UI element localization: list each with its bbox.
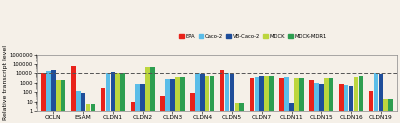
Bar [354, 77, 358, 123]
Bar [384, 99, 388, 123]
Y-axis label: Relative transcript level: Relative transcript level [3, 45, 8, 120]
Bar [264, 76, 269, 123]
Bar [369, 91, 373, 123]
Bar [225, 73, 229, 123]
Bar [299, 78, 304, 123]
Bar [180, 77, 184, 123]
Bar [101, 88, 105, 123]
Bar [190, 93, 195, 123]
Bar [344, 85, 348, 123]
Bar [279, 78, 284, 123]
Bar [339, 84, 344, 123]
Bar [86, 104, 90, 123]
Legend: EPA, Caco-2, VB-Caco-2, MDCK, MDCK-MDR1: EPA, Caco-2, VB-Caco-2, MDCK, MDCK-MDR1 [179, 34, 327, 39]
Bar [195, 73, 200, 123]
Bar [81, 93, 86, 123]
Bar [378, 74, 383, 123]
Bar [269, 76, 274, 123]
Bar [254, 77, 259, 123]
Bar [319, 84, 324, 123]
Bar [71, 66, 76, 123]
Bar [240, 103, 244, 123]
Bar [175, 77, 180, 123]
Bar [110, 72, 115, 123]
Bar [230, 74, 234, 123]
Bar [358, 76, 363, 123]
Bar [388, 99, 393, 123]
Bar [220, 70, 224, 123]
Bar [160, 96, 165, 123]
Bar [51, 70, 56, 123]
Bar [41, 73, 46, 123]
Bar [56, 80, 60, 123]
Bar [150, 67, 155, 123]
Bar [165, 79, 170, 123]
Bar [284, 77, 289, 123]
Bar [170, 79, 175, 123]
Bar [314, 83, 319, 123]
Bar [349, 86, 353, 123]
Bar [294, 78, 299, 123]
Bar [260, 76, 264, 123]
Bar [136, 84, 140, 123]
Bar [140, 84, 145, 123]
Bar [61, 80, 66, 123]
Bar [210, 76, 214, 123]
Bar [145, 67, 150, 123]
Bar [120, 73, 125, 123]
Bar [324, 78, 328, 123]
Bar [234, 103, 239, 123]
Bar [329, 78, 334, 123]
Bar [91, 104, 95, 123]
Bar [46, 71, 51, 123]
Bar [289, 103, 294, 123]
Bar [309, 80, 314, 123]
Bar [250, 78, 254, 123]
Bar [116, 73, 120, 123]
Bar [205, 76, 210, 123]
Bar [200, 74, 204, 123]
Bar [76, 91, 80, 123]
Bar [130, 102, 135, 123]
Bar [106, 73, 110, 123]
Bar [374, 73, 378, 123]
